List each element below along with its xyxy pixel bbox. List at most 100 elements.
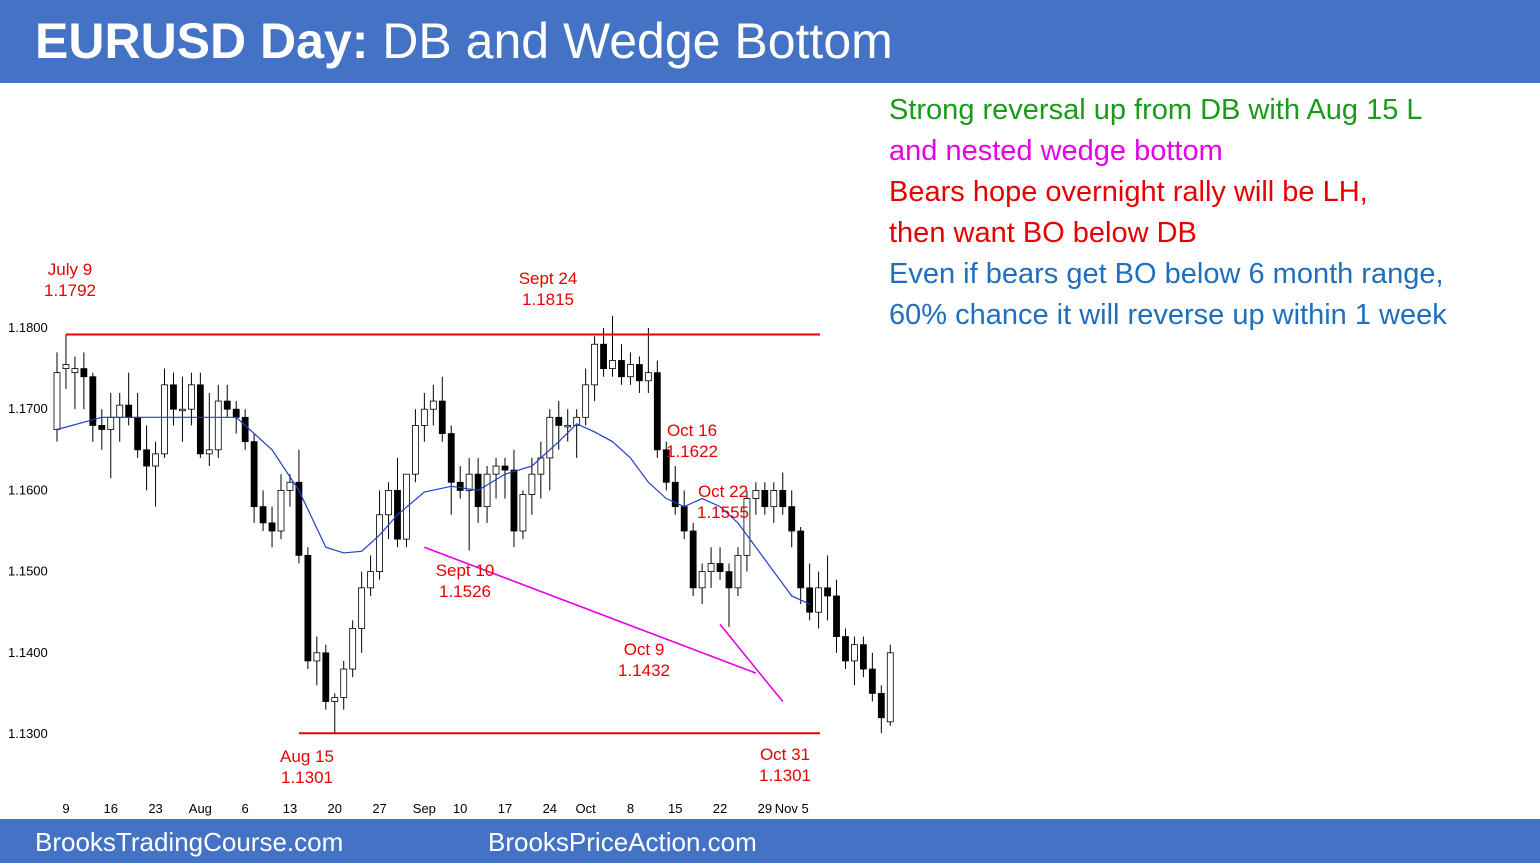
candle-body — [698, 571, 706, 589]
candle-body — [223, 400, 231, 410]
candle — [761, 482, 769, 515]
candle — [367, 555, 375, 596]
x-tick-label: 9 — [62, 801, 69, 816]
candle-body — [510, 469, 518, 532]
candle-body — [644, 372, 652, 382]
candle-body — [331, 697, 339, 702]
candle-body — [824, 587, 831, 597]
candle — [394, 457, 401, 548]
x-axis: 9 16 23 Aug 6 13 20 27 Sep 10 17 24 Oct 8 15 22 29 Nov 5 — [62, 801, 808, 816]
page-title: EURUSD Day: DB and Wedge Bottom — [35, 8, 893, 74]
candles — [53, 315, 894, 734]
candle — [161, 368, 168, 458]
y-tick-label: 1.1400 — [8, 645, 48, 660]
candle-body — [546, 416, 554, 459]
annotation-date: Sept 24 — [519, 269, 578, 288]
candle-body — [492, 465, 500, 475]
candle-body — [600, 343, 607, 369]
candle — [582, 368, 590, 426]
candle-body — [851, 644, 858, 662]
candle-body — [797, 530, 805, 589]
footer-link-price-action[interactable]: BrooksPriceAction.com — [488, 827, 757, 857]
candle — [815, 571, 822, 629]
candle — [725, 563, 733, 627]
x-tick-label: 13 — [283, 801, 297, 816]
candle-body — [465, 473, 473, 491]
candle-body — [734, 554, 742, 589]
y-tick-label: 1.1800 — [8, 320, 48, 335]
annotation-date: Aug 15 — [280, 747, 334, 766]
candle — [71, 356, 79, 410]
note-line-2: and nested wedge bottom — [889, 135, 1223, 167]
candle — [322, 644, 330, 710]
candle — [680, 490, 688, 540]
title-subject: DB and Wedge Bottom — [368, 13, 893, 69]
y-axis: 1.1300 1.1400 1.1500 1.1600 1.1700 1.1800 — [8, 320, 48, 741]
candle-body — [555, 416, 563, 426]
candle-body — [833, 595, 840, 637]
candle-body — [304, 554, 312, 662]
annotation-price: 1.1526 — [439, 582, 491, 601]
candle-body — [116, 404, 124, 418]
candle — [573, 409, 581, 458]
x-tick-label: 22 — [713, 801, 727, 816]
x-tick-label: 15 — [668, 801, 682, 816]
candle-body — [725, 571, 733, 589]
candle-body — [806, 587, 814, 613]
annotation-date: July 9 — [48, 260, 92, 279]
x-tick-label: Nov 5 — [775, 801, 809, 816]
annotation-date: Oct 31 — [760, 745, 810, 764]
y-tick-label: 1.1600 — [8, 482, 48, 497]
candle-body — [358, 587, 366, 629]
candle — [528, 457, 536, 515]
candle-body — [716, 563, 724, 573]
y-tick-label: 1.1500 — [8, 564, 48, 579]
annotation-price: 1.1622 — [666, 442, 718, 461]
candle — [788, 490, 796, 548]
candle-body — [62, 364, 70, 370]
candle-body — [170, 384, 177, 410]
candle-body — [250, 441, 258, 508]
candle-body — [107, 416, 115, 430]
candle-body — [179, 408, 186, 412]
candle-body — [609, 360, 616, 370]
nested-wedge-trendline — [719, 623, 784, 703]
candle — [501, 457, 509, 499]
candle-body — [886, 652, 894, 723]
candle-body — [152, 453, 159, 467]
candle — [492, 457, 500, 499]
candle — [259, 490, 267, 531]
candle — [627, 352, 634, 385]
x-tick-label: Aug — [189, 801, 212, 816]
candle-body — [456, 481, 464, 491]
candle — [537, 441, 545, 499]
candle — [152, 441, 159, 507]
candle — [752, 482, 760, 515]
candle-body — [322, 652, 330, 702]
candle-body — [591, 343, 598, 386]
candle — [600, 328, 607, 377]
candle-body — [340, 668, 348, 698]
candle — [644, 328, 652, 393]
candle — [510, 449, 518, 548]
candle — [313, 636, 321, 686]
candle — [214, 384, 222, 458]
candle-body — [134, 416, 142, 451]
note-line-6: 60% chance it will reverse up within 1 w… — [889, 299, 1447, 331]
candle-body — [636, 364, 643, 382]
candle-body — [349, 628, 357, 670]
y-tick-label: 1.1700 — [8, 401, 48, 416]
candle — [851, 636, 858, 686]
candle-body — [420, 408, 428, 426]
x-tick-label: 27 — [372, 801, 386, 816]
footer-link-trading-course[interactable]: BrooksTradingCourse.com — [35, 827, 344, 857]
candle — [205, 392, 213, 467]
candle — [358, 571, 366, 653]
candle-body — [761, 489, 769, 508]
candle — [770, 482, 778, 523]
candle — [797, 526, 805, 605]
candle-body — [860, 644, 867, 670]
candle-body — [483, 473, 491, 508]
candle-body — [241, 416, 249, 443]
candle-body — [815, 587, 822, 613]
